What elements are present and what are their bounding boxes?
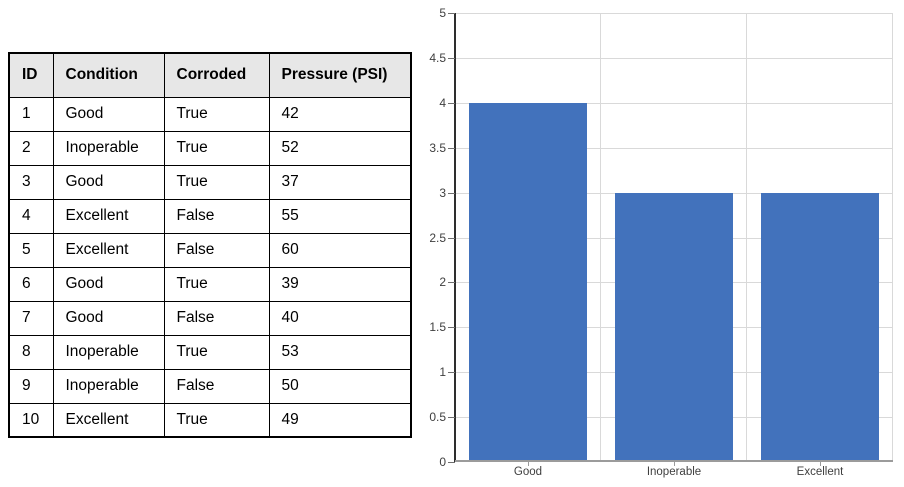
y-axis-line	[454, 13, 456, 462]
table-header-row: ID Condition Corroded Pressure (PSI)	[8, 52, 412, 98]
condition-count-bar-chart: 0 0.5 1 1.5 2 2.5 3 3.5 4 4.5 5 Good Inoperable Excel…	[420, 0, 904, 487]
table-cell: 49	[268, 402, 412, 438]
y-axis-tick	[448, 372, 455, 374]
bar-good	[469, 102, 587, 462]
table-cell: 7	[8, 300, 54, 336]
y-tick-label: 2.5	[429, 230, 446, 245]
y-tick-label: 4	[439, 95, 446, 110]
table-cell: False	[163, 198, 270, 234]
table-cell: 2	[8, 130, 54, 166]
y-axis-tick	[448, 327, 455, 329]
table-cell: True	[163, 334, 270, 370]
table-row: 2 Inoperable True 52	[8, 130, 412, 166]
bar-excellent	[761, 192, 879, 462]
h-gridline	[455, 57, 893, 59]
table-cell: 42	[268, 96, 412, 132]
table-cell: False	[163, 368, 270, 404]
x-tick-label-excellent: Excellent	[796, 466, 844, 478]
table-cell: 39	[268, 266, 412, 302]
table-row: 1 Good True 42	[8, 96, 412, 132]
table-cell: False	[163, 232, 270, 268]
table-cell: True	[163, 266, 270, 302]
table-cell: 50	[268, 368, 412, 404]
table-cell: Inoperable	[52, 368, 165, 404]
table-row: 9 Inoperable False 50	[8, 368, 412, 404]
h-gridline	[455, 102, 893, 104]
table-row: 10 Excellent True 49	[8, 402, 412, 438]
y-tick-label: 4.5	[429, 50, 446, 65]
table-row: 3 Good True 37	[8, 164, 412, 200]
table-cell: 10	[8, 402, 54, 438]
table-cell: 8	[8, 334, 54, 370]
x-axis-tick	[820, 462, 821, 466]
y-axis-tick	[448, 57, 455, 59]
y-axis-tick	[448, 13, 455, 14]
y-axis-tick	[448, 282, 455, 284]
y-tick-label: 1	[439, 365, 446, 380]
y-axis-tick	[448, 417, 455, 419]
table-row: 7 Good False 40	[8, 300, 412, 336]
h-gridline	[455, 13, 893, 14]
table-row: 8 Inoperable True 53	[8, 334, 412, 370]
table-cell: Inoperable	[52, 130, 165, 166]
table-cell: 6	[8, 266, 54, 302]
table-cell: 5	[8, 232, 54, 268]
table-cell: Inoperable	[52, 334, 165, 370]
table-cell: 3	[8, 164, 54, 200]
x-axis-line	[455, 460, 893, 462]
bar-inoperable	[615, 192, 733, 462]
table-cell: 9	[8, 368, 54, 404]
table-cell: Good	[52, 300, 165, 336]
table-cell: Excellent	[52, 402, 165, 438]
table-cell: 40	[268, 300, 412, 336]
y-axis-tick	[448, 147, 455, 149]
h-gridline	[455, 147, 893, 149]
y-tick-label: 3	[439, 185, 446, 200]
table-cell: 4	[8, 198, 54, 234]
y-axis-tick	[448, 102, 455, 104]
table-cell: True	[163, 96, 270, 132]
y-tick-label: 2	[439, 275, 446, 290]
y-tick-label: 5	[439, 6, 446, 20]
column-header-pressure-psi: Pressure (PSI)	[268, 52, 412, 98]
y-tick-label: 3.5	[429, 140, 446, 155]
x-tick-label-inoperable: Inoperable	[646, 466, 702, 478]
table-cell: Excellent	[52, 232, 165, 268]
table-cell: 37	[268, 164, 412, 200]
table-cell: False	[163, 300, 270, 336]
table-row: 4 Excellent False 55	[8, 198, 412, 234]
v-gridline	[746, 13, 747, 462]
table-cell: True	[163, 164, 270, 200]
x-tick-label-good: Good	[513, 466, 543, 478]
table-cell: 53	[268, 334, 412, 370]
plot-area	[455, 13, 893, 462]
column-header-id: ID	[8, 52, 54, 98]
table-cell: Good	[52, 96, 165, 132]
table-cell: True	[163, 402, 270, 438]
table-cell: True	[163, 130, 270, 166]
table-cell: 52	[268, 130, 412, 166]
column-header-corroded: Corroded	[163, 52, 270, 98]
table-cell: 60	[268, 232, 412, 268]
y-tick-label: 0.5	[429, 410, 446, 425]
table-row: 5 Excellent False 60	[8, 232, 412, 268]
pipe-inspection-table: ID Condition Corroded Pressure (PSI) 1 Good T…	[8, 52, 412, 438]
y-tick-label: 1.5	[429, 320, 446, 335]
v-gridline	[600, 13, 601, 462]
table-row: 6 Good True 39	[8, 266, 412, 302]
x-axis-tick	[674, 462, 675, 466]
x-axis-tick	[528, 462, 529, 466]
column-header-condition: Condition	[52, 52, 165, 98]
table-cell: 1	[8, 96, 54, 132]
table-cell: 55	[268, 198, 412, 234]
y-axis-tick	[448, 237, 455, 239]
table-cell: Excellent	[52, 198, 165, 234]
y-axis-tick	[448, 462, 455, 463]
v-gridline	[892, 13, 893, 462]
table-cell: Good	[52, 164, 165, 200]
y-axis-tick	[448, 192, 455, 194]
y-tick-label: 0	[439, 455, 446, 469]
table-cell: Good	[52, 266, 165, 302]
